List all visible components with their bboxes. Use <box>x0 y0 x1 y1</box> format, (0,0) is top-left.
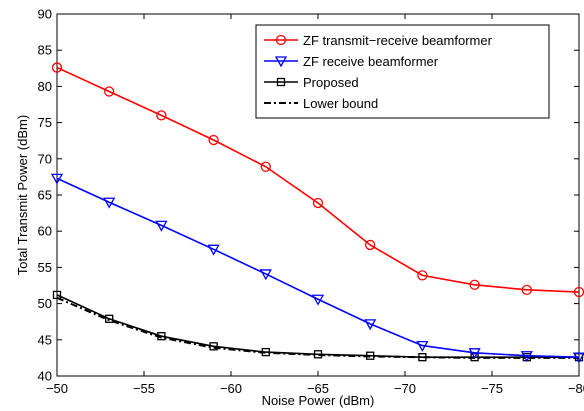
y-tick-label: 70 <box>38 151 52 166</box>
data-point <box>260 161 271 172</box>
data-point <box>468 348 481 360</box>
legend-item: Lower bound <box>264 96 378 111</box>
legend-label: Lower bound <box>303 96 378 111</box>
series-2 <box>52 290 584 362</box>
series-1 <box>50 173 584 364</box>
data-point <box>417 270 428 281</box>
data-point <box>311 294 325 306</box>
data-point <box>469 279 480 290</box>
legend-label: ZF transmit−receive beamformer <box>303 33 493 48</box>
data-point <box>50 173 64 185</box>
y-tick-label: 85 <box>38 43 52 58</box>
data-point <box>155 220 168 232</box>
y-tick-label: 60 <box>38 224 52 239</box>
x-axis-label: Noise Power (dBm) <box>262 393 375 408</box>
data-point <box>521 284 532 295</box>
y-tick-label: 50 <box>38 296 52 311</box>
data-point <box>520 351 533 363</box>
data-point <box>104 86 115 97</box>
data-point <box>105 314 114 323</box>
data-point <box>313 350 323 359</box>
legend-label: Proposed <box>303 75 359 90</box>
legend-item: ZF transmit−receive beamformer <box>264 33 493 48</box>
series-layer <box>50 62 584 364</box>
y-tick-label: 90 <box>38 7 52 22</box>
series-line <box>56 177 580 358</box>
y-tick-label: 45 <box>38 332 52 347</box>
series-0 <box>51 62 584 298</box>
data-point <box>52 290 62 300</box>
series-line <box>56 294 579 358</box>
data-point <box>416 340 429 352</box>
x-tick-label: −65 <box>307 381 329 396</box>
data-point <box>259 269 272 281</box>
data-point <box>364 319 377 331</box>
data-point <box>470 353 479 362</box>
legend-marker <box>276 77 286 87</box>
data-point <box>312 197 324 209</box>
y-tick-label: 40 <box>38 369 52 384</box>
legend: ZF transmit−receive beamformer ZF receive… <box>255 24 550 119</box>
y-axis-label: Total Transmit Power (dBm) <box>15 115 30 275</box>
data-point <box>103 197 116 209</box>
x-tick-label: −75 <box>481 381 503 396</box>
legend-item: ZF receive beamformer <box>264 54 439 69</box>
axis-ticks: −50 −55 −60 −65 −70 −75 −80 40 45 50 55 60 65 70 75 80 8… <box>38 7 584 397</box>
data-point <box>365 239 376 251</box>
data-point <box>572 352 584 364</box>
data-point <box>51 62 63 73</box>
series-line <box>56 66 580 293</box>
data-point <box>208 134 219 146</box>
x-tick-label: −50 <box>46 381 68 396</box>
data-point <box>209 342 218 351</box>
x-tick-label: −55 <box>133 381 155 396</box>
data-point <box>157 332 166 341</box>
x-tick-label: −70 <box>394 381 416 396</box>
x-tick-label: −80 <box>568 381 584 396</box>
legend-marker <box>275 34 287 46</box>
y-tick-label: 80 <box>38 79 52 94</box>
y-tick-label: 75 <box>38 115 52 130</box>
legend-label: ZF receive beamformer <box>303 54 439 69</box>
data-point <box>207 244 220 256</box>
data-point <box>261 347 270 357</box>
series-3 <box>56 296 579 359</box>
data-point <box>156 110 167 121</box>
data-point <box>366 351 375 360</box>
legend-marker <box>274 56 288 68</box>
y-tick-label: 55 <box>38 260 52 275</box>
data-point <box>418 353 427 362</box>
legend-box <box>255 24 550 119</box>
y-tick-label: 65 <box>38 188 52 203</box>
x-tick-label: −60 <box>220 381 242 396</box>
legend-item: Proposed <box>264 75 359 90</box>
series-line <box>56 296 579 359</box>
